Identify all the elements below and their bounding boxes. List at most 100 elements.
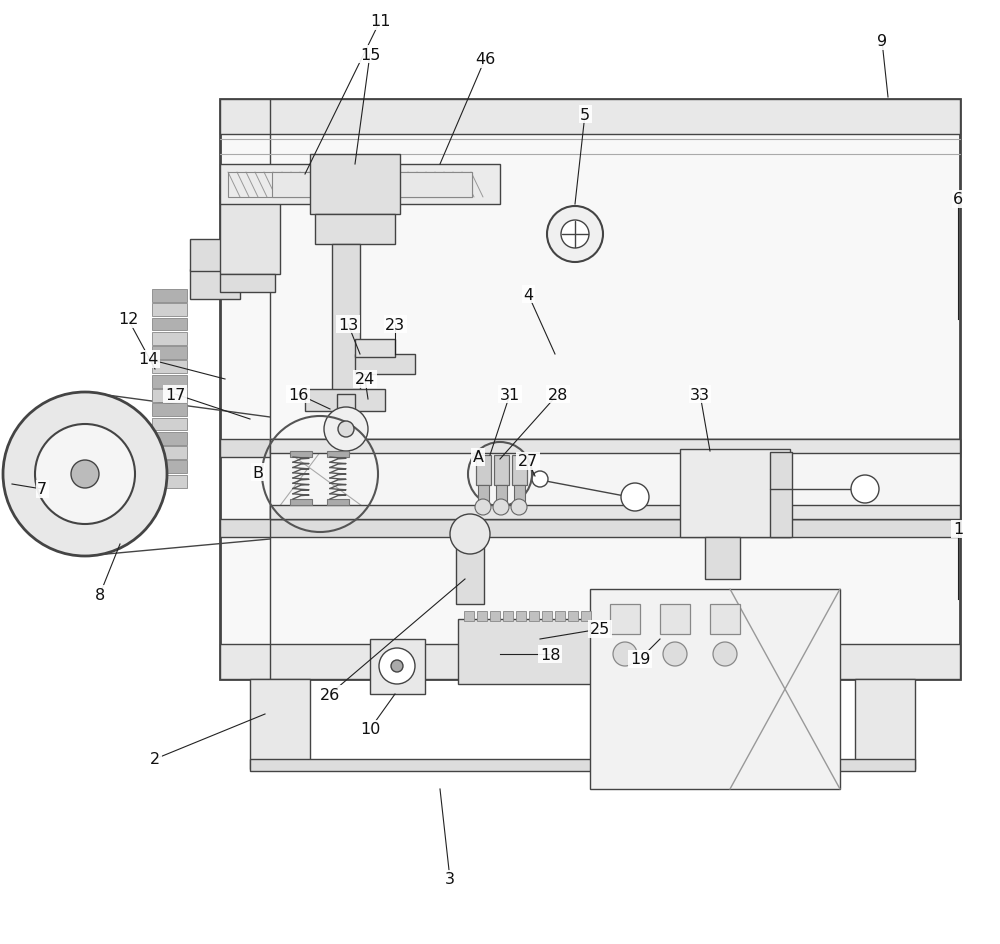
Bar xyxy=(490,612,500,621)
Bar xyxy=(660,604,690,634)
Circle shape xyxy=(391,660,403,672)
Bar xyxy=(152,461,187,474)
Bar xyxy=(152,418,187,430)
Bar xyxy=(152,376,187,388)
Text: 25: 25 xyxy=(590,622,610,637)
Circle shape xyxy=(379,649,415,684)
Bar xyxy=(152,290,187,302)
Text: 28: 28 xyxy=(548,387,568,402)
Bar xyxy=(270,440,960,453)
Circle shape xyxy=(547,207,603,262)
Text: 31: 31 xyxy=(500,387,520,402)
Bar xyxy=(220,440,960,458)
Text: 16: 16 xyxy=(288,387,308,402)
Bar xyxy=(514,485,525,503)
Bar xyxy=(370,639,425,694)
Bar xyxy=(220,165,500,205)
Bar xyxy=(512,456,527,485)
Bar xyxy=(220,100,960,135)
Bar xyxy=(516,612,526,621)
Text: 33: 33 xyxy=(690,387,710,402)
Circle shape xyxy=(511,499,527,515)
Bar xyxy=(250,680,310,769)
Bar xyxy=(355,340,395,358)
Bar xyxy=(152,332,187,346)
Text: 13: 13 xyxy=(338,317,358,332)
Bar xyxy=(355,355,415,375)
Text: 17: 17 xyxy=(165,387,185,402)
Bar xyxy=(152,346,187,360)
Bar xyxy=(327,499,349,505)
Bar xyxy=(458,619,598,684)
Bar xyxy=(705,537,740,580)
Text: 8: 8 xyxy=(95,587,105,602)
Bar xyxy=(220,519,960,537)
Circle shape xyxy=(532,471,548,487)
Bar xyxy=(190,270,240,299)
Circle shape xyxy=(621,483,649,512)
Bar xyxy=(190,240,230,272)
Bar xyxy=(310,155,400,215)
Text: 26: 26 xyxy=(320,687,340,701)
Bar xyxy=(152,318,187,331)
Bar xyxy=(220,645,960,680)
Bar xyxy=(290,499,312,505)
Bar xyxy=(710,604,740,634)
Circle shape xyxy=(35,425,135,525)
Bar xyxy=(568,612,578,621)
Bar xyxy=(270,440,960,519)
Circle shape xyxy=(713,642,737,666)
Bar xyxy=(220,185,270,200)
Bar xyxy=(494,456,509,485)
Text: A: A xyxy=(473,450,484,465)
Bar xyxy=(332,244,360,395)
Text: 11: 11 xyxy=(370,14,390,29)
Bar xyxy=(855,680,915,769)
Bar xyxy=(152,361,187,374)
Bar xyxy=(272,173,472,198)
Text: 14: 14 xyxy=(138,352,158,367)
Bar xyxy=(152,404,187,416)
Bar xyxy=(228,173,472,198)
Bar xyxy=(337,395,355,432)
Text: 24: 24 xyxy=(355,372,375,387)
Bar xyxy=(476,456,491,485)
Bar xyxy=(542,612,552,621)
Bar xyxy=(152,304,187,317)
Text: 9: 9 xyxy=(877,35,887,49)
Bar xyxy=(770,452,792,537)
Bar xyxy=(610,604,640,634)
Bar xyxy=(152,447,187,460)
Circle shape xyxy=(493,499,509,515)
Text: 2: 2 xyxy=(150,751,160,767)
Text: 7: 7 xyxy=(37,482,47,497)
Bar xyxy=(327,451,349,458)
Circle shape xyxy=(561,221,589,248)
Text: 46: 46 xyxy=(475,53,495,67)
Bar xyxy=(590,589,840,789)
Circle shape xyxy=(475,499,491,515)
Bar xyxy=(305,390,385,412)
Circle shape xyxy=(613,642,637,666)
Bar xyxy=(555,612,565,621)
Circle shape xyxy=(324,408,368,451)
Bar xyxy=(529,612,539,621)
Bar xyxy=(152,390,187,402)
Circle shape xyxy=(338,422,354,437)
Bar xyxy=(503,612,513,621)
Bar xyxy=(152,432,187,446)
Bar xyxy=(478,485,489,503)
Circle shape xyxy=(71,461,99,488)
Bar xyxy=(270,505,960,519)
Circle shape xyxy=(3,393,167,556)
Bar xyxy=(250,759,915,771)
Text: 19: 19 xyxy=(630,651,650,666)
Bar xyxy=(152,475,187,488)
Text: 27: 27 xyxy=(518,454,538,469)
Text: 1: 1 xyxy=(953,522,963,537)
Text: 23: 23 xyxy=(385,317,405,332)
Bar xyxy=(496,485,507,503)
Text: 18: 18 xyxy=(540,647,560,662)
Bar xyxy=(464,612,474,621)
Bar xyxy=(220,194,280,275)
